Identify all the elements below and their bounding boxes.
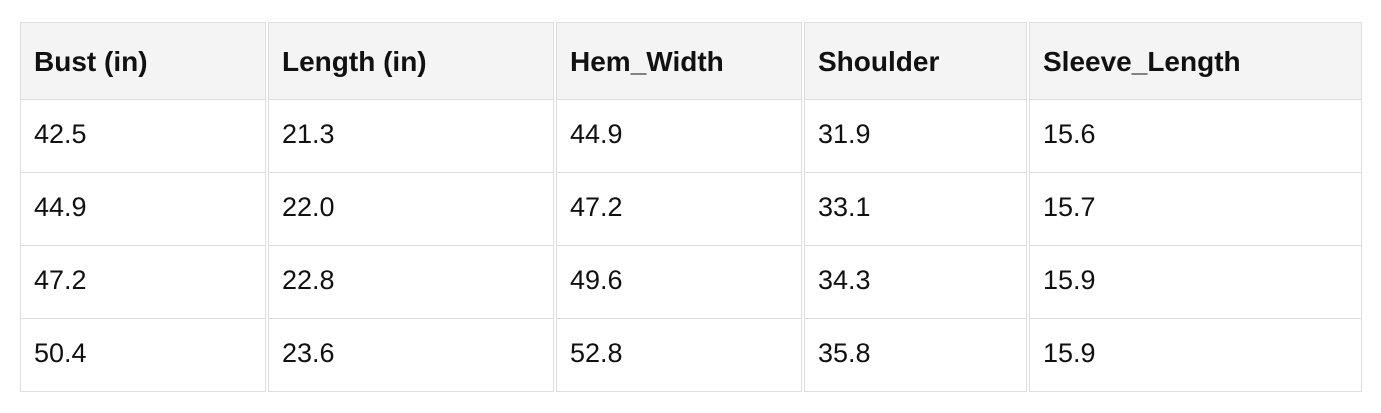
table-cell: 15.9 [1029, 246, 1362, 319]
header-cell-shoulder: Shoulder [804, 22, 1027, 100]
table-cell: 22.8 [268, 246, 554, 319]
table-cell: 52.8 [556, 319, 802, 392]
header-cell-bust: Bust (in) [20, 22, 266, 100]
table-cell: 22.0 [268, 173, 554, 246]
table-cell: 33.1 [804, 173, 1027, 246]
table-cell: 15.7 [1029, 173, 1362, 246]
table-cell: 50.4 [20, 319, 266, 392]
table-cell: 44.9 [556, 100, 802, 173]
header-cell-sleeve-length: Sleeve_Length [1029, 22, 1362, 100]
table-cell: 49.6 [556, 246, 802, 319]
table-cell: 47.2 [556, 173, 802, 246]
table-cell: 34.3 [804, 246, 1027, 319]
table-cell: 23.6 [268, 319, 554, 392]
header-cell-hem-width: Hem_Width [556, 22, 802, 100]
table-cell: 42.5 [20, 100, 266, 173]
table-cell: 21.3 [268, 100, 554, 173]
table-cell: 31.9 [804, 100, 1027, 173]
table-cell: 47.2 [20, 246, 266, 319]
table-cell: 35.8 [804, 319, 1027, 392]
table-cell: 15.6 [1029, 100, 1362, 173]
table-cell: 44.9 [20, 173, 266, 246]
size-chart-table: Bust (in) Length (in) Hem_Width Shoulder… [20, 22, 1362, 392]
table-cell: 15.9 [1029, 319, 1362, 392]
header-cell-length: Length (in) [268, 22, 554, 100]
